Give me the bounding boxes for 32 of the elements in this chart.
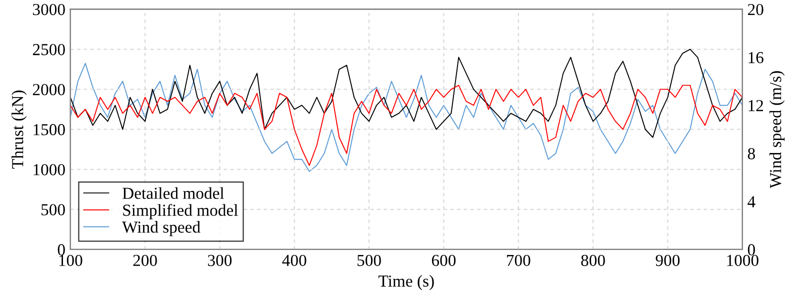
y-tick-label: 500: [42, 204, 65, 216]
line-series: [70, 62, 742, 172]
y2-axis-title: Wind speed (m/s): [769, 71, 785, 188]
y-tick-label: 3000: [33, 4, 65, 16]
y2-tick-label: 12: [748, 100, 764, 112]
x-tick-label: 1000: [727, 254, 758, 266]
x-tick-label: 800: [581, 254, 605, 266]
y2-tick-label: 20: [748, 4, 764, 16]
x-tick-label: 900: [656, 254, 680, 266]
x-tick-label: 700: [507, 254, 530, 266]
x-tick-label: 200: [133, 254, 157, 266]
y-tick-label: 2500: [32, 44, 65, 56]
legend-label: Wind speed: [122, 221, 200, 236]
x-axis-title: Time (s): [378, 275, 434, 290]
y2-tick-label: 0: [748, 244, 755, 256]
x-tick-label: 300: [208, 254, 232, 266]
legend-label: Simplified model: [123, 204, 238, 220]
x-tick-label: 600: [432, 254, 456, 266]
line-series: [70, 48, 742, 138]
y2-tick-label: 16: [748, 52, 764, 64]
y-axis-title: Thrust (kN): [12, 90, 27, 169]
x-tick-label: 400: [282, 254, 306, 266]
legend-label: Detailed model: [122, 187, 224, 199]
x-tick-label: 100: [59, 254, 82, 266]
y-tick-label: 2000: [32, 84, 65, 96]
line-series: [70, 84, 742, 166]
y-tick-label: 0: [58, 244, 65, 256]
y2-tick-label: 8: [748, 148, 755, 160]
x-tick-label: 500: [358, 254, 381, 266]
y2-tick-label: 4: [748, 196, 756, 208]
y-tick-label: 1000: [34, 164, 65, 176]
y-tick-label: 1500: [34, 124, 65, 136]
